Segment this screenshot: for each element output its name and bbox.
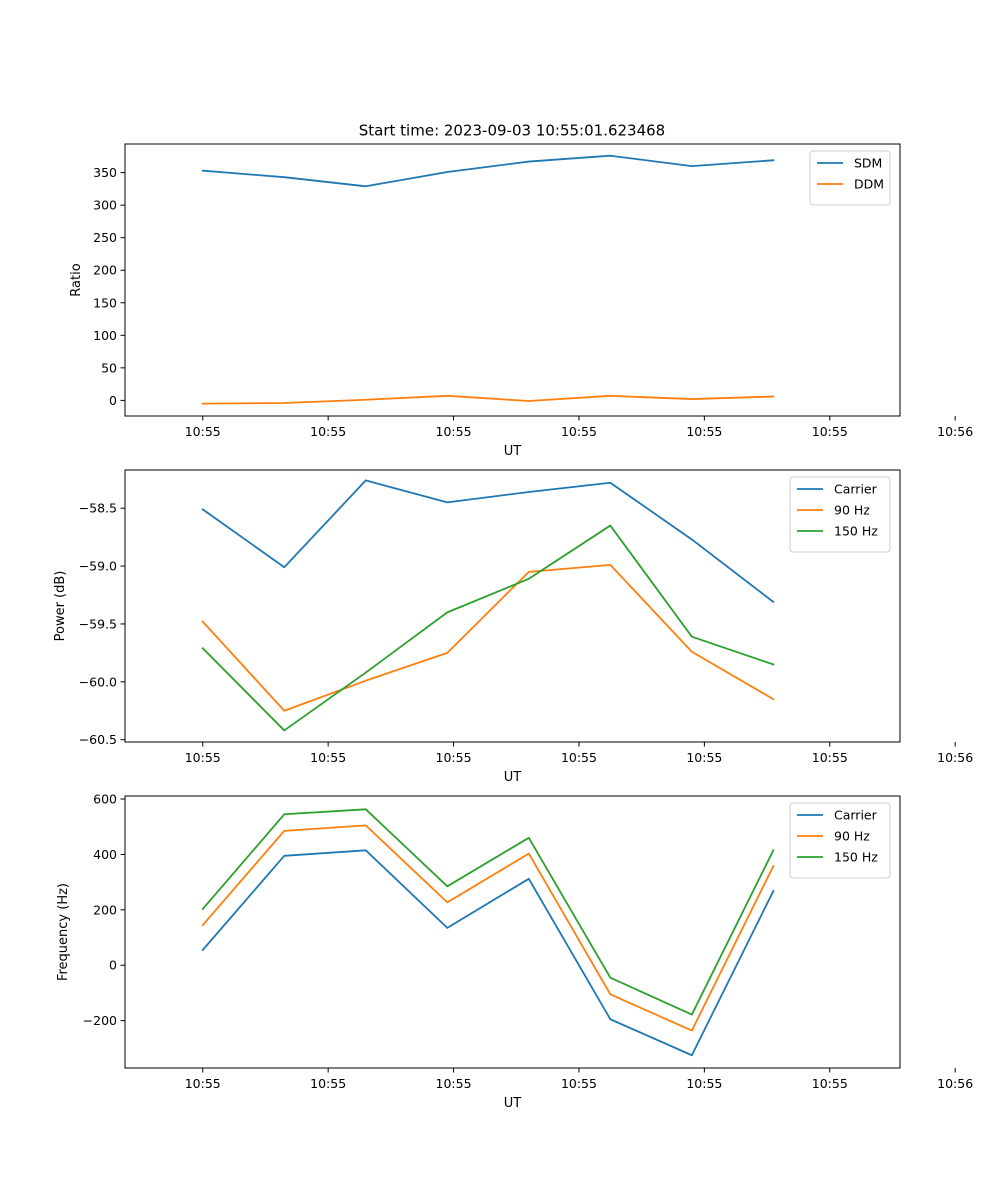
y-tick-label: 300 — [93, 198, 117, 213]
legend: Carrier 90 Hz 150 Hz — [789, 476, 891, 553]
chart-panel-3: 10:55 10:55 10:55 10:55 10:55 10:55 10:56 −200 0… — [56, 792, 973, 1111]
x-tick-label: 10:55 — [812, 424, 848, 439]
y-tick-label: 400 — [93, 847, 117, 862]
x-tick-label: 10:55 — [686, 750, 722, 765]
y-tick-label: −59.0 — [79, 559, 117, 574]
x-tick-label: 10:55 — [310, 1076, 346, 1091]
legend: SDM DDM — [809, 150, 891, 206]
series-line-150-hz — [201, 808, 775, 1016]
series-line-carrier — [201, 479, 775, 604]
y-tick-label: 200 — [93, 902, 117, 917]
x-tick-label: 10:55 — [185, 750, 221, 765]
y-tick-label: 250 — [93, 230, 117, 245]
y-tick-label: 200 — [93, 263, 117, 278]
chart-panel-2: 10:55 10:55 10:55 10:55 10:55 10:55 10:56 −60.5… — [53, 469, 973, 785]
x-tick-label: 10:55 — [686, 1076, 722, 1091]
legend-label: 150 Hz — [834, 524, 878, 539]
x-axis-label: UT — [504, 444, 522, 459]
plot-frame — [124, 143, 901, 417]
x-tick-label: 10:55 — [185, 1076, 221, 1091]
series-line-sdm — [201, 154, 775, 188]
legend-box — [789, 802, 891, 879]
y-tick-label: 350 — [93, 165, 117, 180]
x-tick-label: 10:55 — [436, 424, 472, 439]
legend-label: Carrier — [834, 482, 878, 497]
plot-frame — [124, 469, 901, 743]
legend-label: 150 Hz — [834, 850, 878, 865]
x-tick-label: 10:55 — [561, 424, 597, 439]
y-tick-label: 600 — [93, 792, 117, 807]
legend: Carrier 90 Hz 150 Hz — [789, 802, 891, 879]
y-axis-label: Ratio — [69, 263, 84, 296]
legend-box — [789, 476, 891, 553]
y-tick-label: −60.5 — [79, 732, 117, 747]
series-line-ddm — [201, 394, 775, 405]
x-tick-label: 10:55 — [686, 424, 722, 439]
legend-label: SDM — [854, 156, 882, 171]
chart-panel-1: 10:55 10:55 10:55 10:55 10:55 10:55 10:56 0 50 10… — [69, 143, 973, 459]
legend-label: 90 Hz — [834, 503, 870, 518]
x-axis-label: UT — [504, 770, 522, 785]
x-tick-label: 10:56 — [937, 1076, 973, 1091]
y-tick-label: 0 — [109, 393, 117, 408]
y-tick-label: −200 — [83, 1013, 117, 1028]
y-tick-label: −59.5 — [79, 616, 117, 631]
y-tick-label: 100 — [93, 328, 117, 343]
legend-label: 90 Hz — [834, 829, 870, 844]
x-tick-label: 10:56 — [937, 750, 973, 765]
x-tick-label: 10:55 — [310, 424, 346, 439]
legend-label: Carrier — [834, 808, 878, 823]
x-tick-label: 10:55 — [561, 750, 597, 765]
y-tick-label: −60.0 — [79, 674, 117, 689]
y-tick-label: −58.5 — [79, 501, 117, 516]
x-tick-label: 10:55 — [185, 424, 221, 439]
y-tick-label: 50 — [101, 360, 117, 375]
x-tick-label: 10:55 — [812, 1076, 848, 1091]
x-tick-label: 10:56 — [937, 424, 973, 439]
legend-box — [809, 150, 891, 206]
series-line-90-hz — [201, 564, 775, 712]
x-tick-label: 10:55 — [436, 1076, 472, 1091]
x-tick-label: 10:55 — [561, 1076, 597, 1091]
y-tick-label: 150 — [93, 295, 117, 310]
chart-title: Start time: 2023-09-03 10:55:01.623468 — [359, 122, 665, 140]
series-line-carrier — [201, 849, 775, 1057]
x-axis-label: UT — [504, 1096, 522, 1111]
y-axis-label: Frequency (Hz) — [56, 883, 71, 981]
plot-frame — [124, 795, 901, 1069]
x-tick-label: 10:55 — [812, 750, 848, 765]
x-tick-label: 10:55 — [436, 750, 472, 765]
x-tick-label: 10:55 — [310, 750, 346, 765]
legend-label: DDM — [854, 177, 884, 192]
series-line-150-hz — [201, 524, 775, 732]
y-tick-label: 0 — [109, 958, 117, 973]
series-line-90-hz — [201, 824, 775, 1032]
y-axis-label: Power (dB) — [53, 571, 68, 642]
